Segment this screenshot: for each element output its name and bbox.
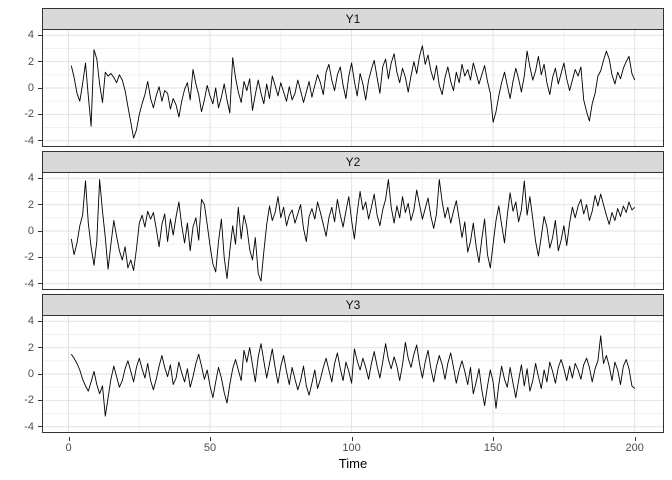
x-tick-mark [634, 437, 636, 441]
x-tick-label: 50 [203, 442, 217, 454]
panel-y1 [42, 30, 664, 147]
facet-y3: Y3 4 2 0 -2 -4 [24, 294, 664, 433]
panel-plot-y1 [43, 30, 663, 146]
plot-area: Y1 4 2 0 -2 -4 Y2 4 2 0 -2 -4 Y3 4 2 0 -2 -4 0 50 100 1… [24, 8, 664, 471]
y-tick-label: -4 [24, 134, 34, 147]
y-tick-mark [38, 87, 42, 89]
facet-strip-label: Y2 [345, 155, 361, 169]
y-tick-mark [38, 204, 42, 206]
y-tick-label: -2 [24, 394, 34, 407]
y-tick-label: 2 [27, 341, 34, 354]
y-tick-label: -2 [24, 251, 34, 264]
y-tick-mark [38, 347, 42, 349]
facet-strip-y1: Y1 [42, 8, 664, 30]
x-tick-mark [351, 437, 353, 441]
facet-strip-label: Y3 [345, 298, 361, 312]
panel-plot-y2 [43, 173, 663, 289]
panel-y2 [42, 173, 664, 290]
y-tick-mark [38, 256, 42, 258]
panel-plot-y3 [43, 316, 663, 432]
series-line-Y2 [70, 179, 636, 282]
facet-strip-y2: Y2 [42, 151, 664, 173]
y-tick-mark [38, 399, 42, 401]
x-tick-mark [210, 437, 211, 441]
series-line-Y3 [70, 335, 636, 417]
y-tick-label: 2 [27, 198, 34, 211]
y-tick-label: 4 [27, 29, 34, 42]
y-tick-label: 0 [27, 368, 34, 380]
x-axis-title: Time [338, 456, 368, 471]
facet-strip-label: Y1 [345, 12, 361, 26]
facet-y2: Y2 4 2 0 -2 -4 [24, 151, 664, 290]
facet-y1: Y1 4 2 0 -2 -4 [24, 8, 664, 147]
y-tick-mark [38, 373, 42, 375]
y-tick-mark [38, 320, 42, 322]
x-tick-label: 100 [342, 442, 361, 454]
x-tick-mark [493, 437, 495, 441]
y-tick-label: 0 [27, 225, 34, 237]
x-tick-label: 0 [65, 442, 72, 454]
y-tick-label: -4 [24, 420, 34, 433]
y-tick-label: -2 [24, 108, 34, 121]
y-tick-mark [38, 140, 42, 142]
y-tick-mark [38, 177, 42, 179]
panel-y3 [42, 316, 664, 433]
y-tick-label: 4 [27, 172, 34, 185]
y-tick-mark [38, 113, 42, 115]
y-tick-mark [38, 34, 42, 36]
facet-strip-y3: Y3 [42, 294, 664, 316]
y-tick-mark [38, 426, 42, 428]
x-axis: 0 50 100 150 200 [42, 437, 664, 455]
x-tick-label: 150 [483, 442, 503, 454]
y-tick-mark [38, 283, 42, 285]
y-tick-mark [38, 61, 42, 63]
y-tick-label: 4 [27, 315, 34, 328]
x-tick-mark [68, 437, 70, 441]
x-tick-label: 200 [625, 442, 644, 454]
series-line-Y1 [70, 45, 636, 139]
y-tick-label: 0 [27, 82, 34, 94]
y-tick-mark [38, 230, 42, 232]
y-tick-label: -4 [24, 277, 34, 290]
y-tick-label: 2 [27, 55, 34, 68]
